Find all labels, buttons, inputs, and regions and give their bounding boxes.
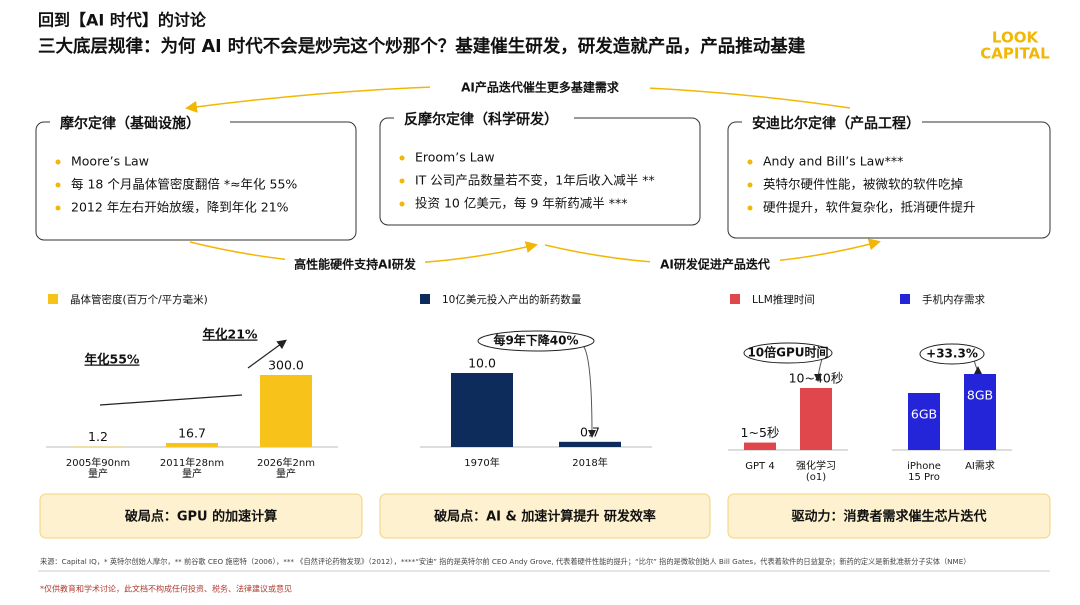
x-tick-label: 量产	[88, 467, 108, 480]
x-tick-label: GPT 4	[745, 461, 774, 472]
bar	[800, 388, 832, 450]
takeaway: 驱动力：消费者需求催生芯片迭代	[791, 509, 986, 525]
annotation-bubble	[919, 343, 985, 365]
bar	[908, 393, 940, 450]
annotation-bubble	[743, 342, 833, 364]
bullet: Eroom’s Law	[415, 150, 495, 165]
bullet: IT 公司产品数量若不变，1年后收入减半 **	[415, 173, 655, 188]
bullet-dot	[399, 178, 405, 184]
bullet: Andy and Bill’s Law***	[763, 154, 903, 169]
legend-label: 10亿美元投入产出的新药数量	[442, 293, 582, 306]
title-bg	[742, 113, 922, 131]
x-tick-label: 2005年90nm	[66, 456, 130, 469]
bullet-dot	[747, 205, 753, 211]
pointer	[973, 359, 982, 375]
x-tick-label: AI需求	[965, 460, 995, 472]
x-tick-label: 2018年	[572, 456, 607, 469]
x-tick-label: 量产	[182, 467, 202, 480]
bar	[451, 373, 513, 447]
pointer	[583, 346, 596, 438]
legend-swatch	[900, 294, 910, 304]
annotation: 年化55%	[85, 352, 140, 367]
source: 来源：Capital IQ，* 英特尔创始人摩尔，** 前谷歌 CEO 施密特（…	[40, 557, 970, 566]
trend-line	[99, 394, 243, 406]
x-tick-label: (o1)	[806, 472, 826, 483]
value-label: 300.0	[268, 358, 304, 373]
disclaimer: *仅供教育和学术讨论，此文档不构成任何投资、税务、法律建议或意见	[40, 584, 292, 594]
bar	[744, 442, 776, 450]
bar	[559, 441, 621, 447]
trend-line	[247, 339, 287, 369]
label-bg	[430, 79, 650, 97]
takeaway-box	[727, 493, 1051, 539]
bullet: Moore’s Law	[71, 154, 149, 169]
bar	[964, 374, 996, 450]
legend-label: 晶体管密度(百万个/平方毫米)	[70, 293, 208, 306]
annotation-bubble	[477, 330, 595, 352]
title: 三大底层规律：为何 AI 时代不会是炒完这个炒那个？基建催生研发，研发造就产品，…	[38, 36, 806, 57]
value-label: 6GB	[911, 407, 937, 422]
value-label: 16.7	[178, 425, 206, 440]
value-label: 1~5秒	[741, 425, 780, 440]
logo: LOOK	[992, 29, 1040, 47]
value-label: 0.7	[580, 424, 600, 439]
x-tick-label: 15 Pro	[908, 472, 940, 483]
value-label: 10~40秒	[789, 371, 844, 386]
value-label: 1.2	[88, 429, 108, 444]
arrow-label: 高性能硬件支持AI研发	[294, 257, 417, 272]
bullet-dot	[747, 182, 753, 188]
law-title: 摩尔定律（基础设施）	[60, 115, 200, 132]
bullet-dot	[55, 205, 61, 211]
bullet: 硬件提升，软件复杂化，抵消硬件提升	[763, 200, 976, 215]
bullet: 英特尔硬件性能，被微软的软件吃掉	[763, 177, 963, 192]
bullet-dot	[55, 159, 61, 165]
bullet-dot	[399, 155, 405, 161]
annotation: +33.3%	[926, 347, 978, 361]
label-bg	[285, 256, 425, 274]
x-tick-label: 量产	[276, 467, 296, 480]
x-tick-label: iPhone	[907, 461, 941, 472]
law-title: 安迪比尔定律（产品工程）	[752, 115, 920, 132]
legend-label: LLM推理时间	[752, 293, 815, 306]
annotation: 10倍GPU时间	[747, 345, 828, 360]
bar	[260, 375, 312, 447]
law-title: 反摩尔定律（科学研发）	[404, 111, 558, 128]
annotation: 年化21%	[203, 327, 258, 342]
x-tick-label: 2011年28nm	[160, 456, 224, 469]
arrow-label: AI研发促进产品迭代	[660, 257, 770, 272]
bullet: 投资 10 亿美元，每 9 年新药减半 ***	[415, 196, 627, 211]
x-tick-label: 1970年	[464, 456, 499, 469]
bullet-dot	[399, 201, 405, 207]
legend-swatch	[730, 294, 740, 304]
bullet: 2012 年左右开始放缓，降到年化 21%	[71, 200, 289, 215]
logo: CAPITAL	[980, 45, 1050, 63]
bullet-dot	[55, 182, 61, 188]
takeaway-box	[39, 493, 363, 539]
bar	[166, 442, 218, 447]
x-tick-label: 2026年2nm	[257, 456, 315, 469]
takeaway: 破局点：GPU 的加速计算	[125, 509, 277, 525]
bullet: 每 18 个月晶体管密度翻倍 *≈年化 55%	[71, 177, 297, 192]
arrow-label: AI产品迭代催生更多基建需求	[461, 80, 620, 95]
legend-swatch	[420, 294, 430, 304]
x-tick-label: 强化学习	[796, 459, 836, 472]
bullet-dot	[747, 159, 753, 165]
takeaway-box	[379, 493, 711, 539]
pointer	[814, 358, 823, 382]
legend-swatch	[48, 294, 58, 304]
value-label: 8GB	[967, 388, 993, 403]
takeaway: 破局点：AI & 加速计算提升 研发效率	[434, 509, 656, 525]
label-bg	[650, 256, 780, 274]
annotation: 每9年下降40%	[493, 333, 578, 348]
legend-label: 手机内存需求	[922, 293, 985, 306]
title-bg	[50, 113, 230, 131]
subtitle: 回到【AI 时代】的讨论	[38, 11, 207, 30]
value-label: 10.0	[468, 356, 496, 371]
title-bg	[394, 109, 574, 127]
